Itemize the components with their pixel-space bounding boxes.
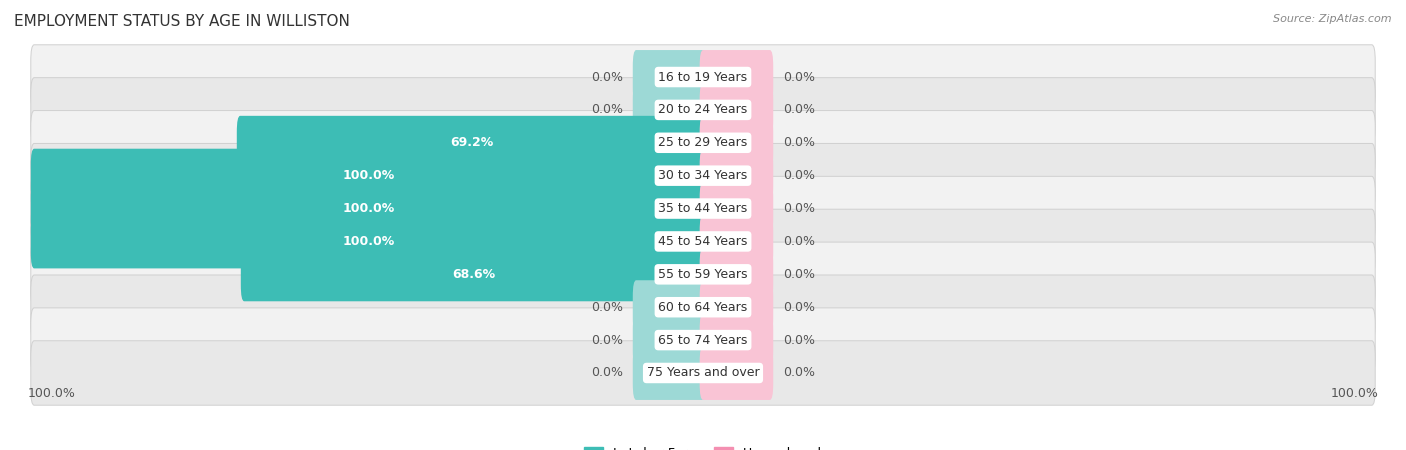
Text: 0.0%: 0.0% (783, 333, 815, 346)
Text: Source: ZipAtlas.com: Source: ZipAtlas.com (1274, 14, 1392, 23)
FancyBboxPatch shape (31, 209, 1375, 274)
FancyBboxPatch shape (31, 341, 1375, 405)
FancyBboxPatch shape (633, 313, 706, 367)
FancyBboxPatch shape (31, 242, 1375, 306)
Text: 0.0%: 0.0% (783, 202, 815, 215)
Text: 60 to 64 Years: 60 to 64 Years (658, 301, 748, 314)
FancyBboxPatch shape (31, 45, 1375, 109)
FancyBboxPatch shape (700, 313, 773, 367)
Text: 69.2%: 69.2% (450, 136, 494, 149)
Text: 75 Years and over: 75 Years and over (647, 366, 759, 379)
Text: 25 to 29 Years: 25 to 29 Years (658, 136, 748, 149)
FancyBboxPatch shape (31, 215, 706, 268)
FancyBboxPatch shape (240, 248, 706, 302)
Text: 30 to 34 Years: 30 to 34 Years (658, 169, 748, 182)
Text: 100.0%: 100.0% (28, 387, 76, 400)
Text: 20 to 24 Years: 20 to 24 Years (658, 104, 748, 117)
Text: 100.0%: 100.0% (343, 202, 395, 215)
FancyBboxPatch shape (700, 116, 773, 170)
Text: 0.0%: 0.0% (783, 235, 815, 248)
FancyBboxPatch shape (236, 116, 706, 170)
Legend: In Labor Force, Unemployed: In Labor Force, Unemployed (579, 442, 827, 450)
FancyBboxPatch shape (31, 148, 706, 202)
FancyBboxPatch shape (700, 182, 773, 235)
FancyBboxPatch shape (700, 148, 773, 202)
Text: 0.0%: 0.0% (591, 71, 623, 84)
FancyBboxPatch shape (633, 346, 706, 400)
FancyBboxPatch shape (31, 111, 1375, 175)
Text: 0.0%: 0.0% (591, 104, 623, 117)
Text: 100.0%: 100.0% (1330, 387, 1378, 400)
Text: 55 to 59 Years: 55 to 59 Years (658, 268, 748, 281)
Text: 0.0%: 0.0% (783, 136, 815, 149)
FancyBboxPatch shape (700, 280, 773, 334)
Text: 0.0%: 0.0% (783, 104, 815, 117)
FancyBboxPatch shape (633, 50, 706, 104)
FancyBboxPatch shape (700, 215, 773, 268)
FancyBboxPatch shape (633, 280, 706, 334)
FancyBboxPatch shape (700, 346, 773, 400)
FancyBboxPatch shape (700, 83, 773, 137)
FancyBboxPatch shape (31, 275, 1375, 339)
Text: 0.0%: 0.0% (783, 169, 815, 182)
FancyBboxPatch shape (633, 83, 706, 137)
Text: 65 to 74 Years: 65 to 74 Years (658, 333, 748, 346)
Text: 0.0%: 0.0% (783, 301, 815, 314)
Text: 100.0%: 100.0% (343, 169, 395, 182)
Text: 0.0%: 0.0% (591, 366, 623, 379)
Text: 100.0%: 100.0% (343, 235, 395, 248)
Text: 68.6%: 68.6% (451, 268, 495, 281)
FancyBboxPatch shape (31, 176, 1375, 241)
Text: 35 to 44 Years: 35 to 44 Years (658, 202, 748, 215)
FancyBboxPatch shape (700, 50, 773, 104)
Text: 0.0%: 0.0% (783, 366, 815, 379)
FancyBboxPatch shape (31, 182, 706, 235)
FancyBboxPatch shape (31, 78, 1375, 142)
FancyBboxPatch shape (31, 144, 1375, 208)
Text: 45 to 54 Years: 45 to 54 Years (658, 235, 748, 248)
FancyBboxPatch shape (700, 248, 773, 302)
Text: 16 to 19 Years: 16 to 19 Years (658, 71, 748, 84)
Text: EMPLOYMENT STATUS BY AGE IN WILLISTON: EMPLOYMENT STATUS BY AGE IN WILLISTON (14, 14, 350, 28)
Text: 0.0%: 0.0% (783, 268, 815, 281)
Text: 0.0%: 0.0% (591, 333, 623, 346)
Text: 0.0%: 0.0% (783, 71, 815, 84)
FancyBboxPatch shape (31, 308, 1375, 372)
Text: 0.0%: 0.0% (591, 301, 623, 314)
